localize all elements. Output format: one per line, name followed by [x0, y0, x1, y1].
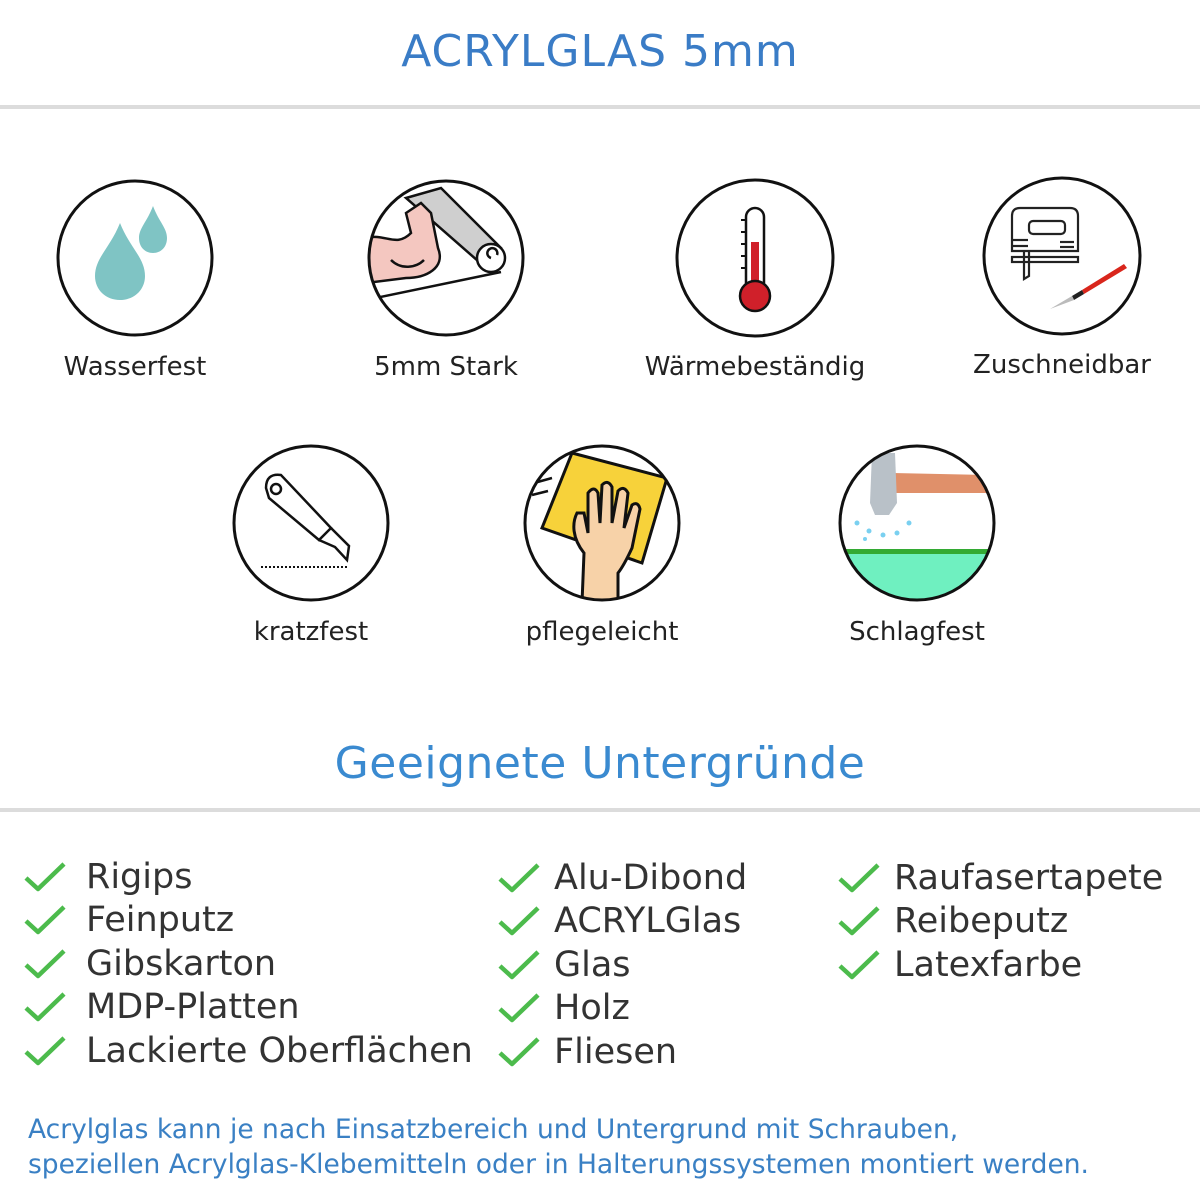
surface-item: Alu-Dibond [498, 856, 747, 900]
mounting-note-line: Acrylglas kann je nach Einsatzbereich un… [28, 1114, 959, 1145]
section-title: Geeignete Untergründe [334, 738, 866, 789]
surface-label: Gibskarton [86, 943, 277, 984]
water-drops-icon [56, 179, 214, 337]
feature-label: kratzfest [253, 617, 369, 647]
surface-label: Holz [554, 988, 630, 1029]
feature-label: Schlagfest [849, 617, 985, 647]
surface-item: Reibeputz [838, 900, 1163, 944]
checkmark-icon [498, 863, 540, 892]
checkmark-icon [498, 1037, 540, 1066]
checkmark-icon [24, 992, 66, 1022]
cleaning-hand-icon [523, 444, 681, 602]
surface-label: Reibeputz [894, 901, 1069, 942]
divider [0, 105, 1200, 109]
surface-label: Feinputz [86, 900, 235, 941]
feature-kratzfest: kratzfest [161, 443, 461, 647]
checkmark-icon [838, 906, 880, 936]
surface-item: Rigips [24, 855, 473, 899]
checkmark-icon [498, 906, 540, 936]
surface-item: ACRYLGlas [498, 900, 747, 944]
surface-label: Lackierte Oberflächen [86, 1030, 473, 1071]
thermometer-icon [675, 178, 835, 338]
divider [0, 808, 1200, 812]
surface-item: Glas [498, 943, 747, 987]
surface-label: Alu-Dibond [554, 857, 748, 898]
surface-label: Latexfarbe [894, 944, 1083, 985]
surface-label: ACRYLGlas [554, 901, 742, 942]
surface-label: MDP-Platten [86, 987, 300, 1028]
checkmark-icon [24, 949, 66, 978]
mounting-note-line: speziellen Acrylglas-Klebemitteln oder i… [28, 1149, 1089, 1180]
checkmark-icon [24, 905, 66, 935]
surface-item: Feinputz [24, 899, 473, 943]
feature-label: Zuschneidbar [973, 350, 1151, 380]
feature-label: Wasserfest [63, 352, 207, 382]
surface-label: Raufasertapete [894, 857, 1164, 898]
feature-schlagfest: Schlagfest [767, 443, 1067, 647]
feature-waermebestaendig: Wärmebeständig [605, 178, 905, 382]
page-title: ACRYLGLAS 5mm [401, 26, 799, 77]
feature-label: Wärmebeständig [644, 352, 866, 382]
feature-pflegeleicht: pflegeleicht [452, 443, 752, 647]
surface-label: Fliesen [554, 1031, 678, 1072]
checkmark-icon [498, 950, 540, 979]
checkmark-icon [498, 993, 540, 1023]
surface-item: MDP-Platten [24, 986, 473, 1030]
surface-item: Gibskarton [24, 942, 473, 986]
surface-list-3: Raufasertapete Reibeputz Latexfarbe [838, 856, 1163, 987]
surface-item: Raufasertapete [838, 856, 1163, 900]
checkmark-icon [838, 863, 880, 892]
surface-label: Glas [554, 944, 631, 985]
surface-list-2: Alu-Dibond ACRYLGlas Glas Holz Fliesen [498, 856, 747, 1074]
feature-label: pflegeleicht [525, 617, 679, 647]
mounting-note: Acrylglas kann je nach Einsatzbereich un… [28, 1112, 1089, 1182]
checkmark-icon [838, 950, 880, 979]
hammer-icon [838, 444, 996, 602]
checkmark-icon [24, 862, 66, 891]
surface-item: Latexfarbe [838, 943, 1163, 987]
feature-zuschneidbar: Zuschneidbar [912, 176, 1200, 380]
surface-item: Fliesen [498, 1030, 747, 1074]
checkmark-icon [24, 1036, 66, 1065]
cutter-knife-icon [232, 444, 390, 602]
feature-wasserfest: Wasserfest [0, 178, 285, 382]
strong-arm-icon [367, 179, 525, 337]
feature-label: 5mm Stark [374, 352, 518, 382]
surface-list-1: Rigips Feinputz Gibskarton MDP-Platten Lacki… [24, 855, 473, 1073]
jigsaw-cutter-icon [982, 176, 1142, 336]
surface-label: Rigips [86, 856, 193, 897]
feature-5mm-stark: 5mm Stark [296, 178, 596, 382]
surface-item: Holz [498, 987, 747, 1031]
surface-item: Lackierte Oberflächen [24, 1029, 473, 1073]
